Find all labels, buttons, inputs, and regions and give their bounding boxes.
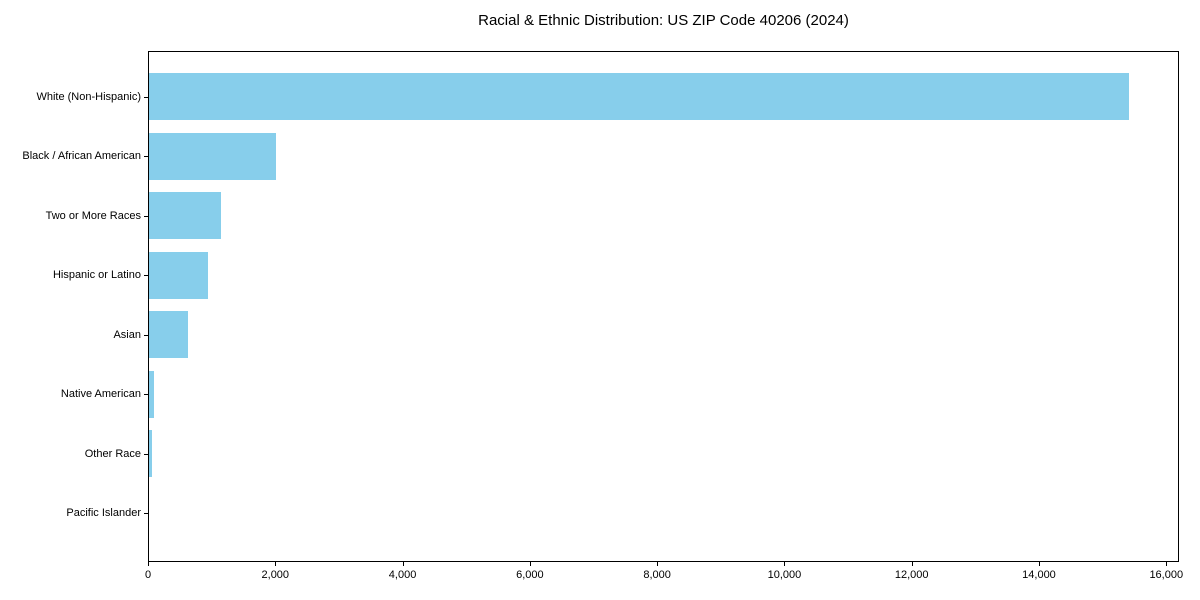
x-axis-tick-label: 0: [144, 569, 152, 581]
plot-area: [148, 51, 1179, 562]
x-axis-tick-label: 6,000: [516, 569, 544, 581]
y-axis-tick: [144, 156, 148, 157]
bar-other-race: [149, 430, 152, 477]
y-axis-label: Other Race: [84, 447, 141, 460]
x-axis-tick: [911, 562, 913, 566]
bar-black-african-american: [149, 132, 277, 180]
x-axis-tick-label: 4,000: [388, 569, 417, 581]
y-axis-label: Black / African American: [22, 150, 141, 162]
bar-two-or-more-races: [149, 192, 221, 239]
chart-title: Racial & Ethnic Distribution: US ZIP Cod…: [478, 12, 849, 29]
x-axis-tick: [1166, 562, 1168, 566]
x-axis-tick: [1038, 562, 1040, 566]
y-axis-tick: [144, 513, 148, 514]
y-axis-label: White (Non-Hispanic): [36, 90, 141, 103]
x-axis-tick: [402, 562, 404, 566]
x-axis-tick-label: 10,000: [767, 569, 802, 581]
x-axis-tick-label: 12,000: [894, 569, 929, 581]
y-axis-label: Two or More Races: [45, 209, 141, 222]
y-axis-label: Native American: [60, 388, 141, 400]
x-axis-tick: [148, 562, 149, 566]
x-axis-tick: [657, 562, 659, 566]
y-axis-label: Pacific Islander: [66, 507, 141, 519]
bar-asian: [149, 311, 188, 358]
y-axis-tick: [144, 394, 148, 395]
bar-white-non-hispanic: [149, 73, 1130, 120]
x-axis-tick-label: 14,000: [1022, 569, 1056, 581]
x-axis-tick: [275, 562, 277, 566]
y-axis-tick: [144, 334, 148, 336]
y-axis-tick: [144, 96, 148, 98]
y-axis-label: Hispanic or Latino: [52, 269, 141, 281]
x-axis-tick: [784, 562, 786, 566]
bar-hispanic-or-latino: [149, 251, 209, 299]
y-axis-label: Asian: [113, 328, 141, 341]
x-axis-tick: [529, 562, 531, 566]
y-axis-tick: [144, 275, 148, 276]
x-axis-tick-label: 8,000: [643, 569, 671, 581]
x-axis-tick-label: 16,000: [1149, 569, 1184, 581]
y-axis-tick: [144, 215, 148, 217]
x-axis-tick-label: 2,000: [261, 569, 290, 581]
y-axis-tick: [144, 453, 148, 455]
bar-native-american: [149, 370, 155, 418]
